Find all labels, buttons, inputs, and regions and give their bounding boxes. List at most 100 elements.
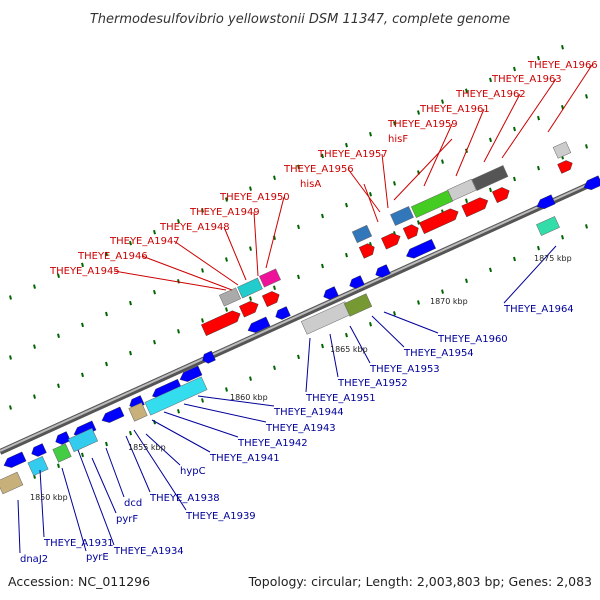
tick-mark [273, 175, 276, 181]
gene-label: THEYE_A1964 [503, 304, 574, 315]
label-leader [329, 333, 339, 378]
tick-mark [273, 365, 276, 371]
gene-arrow [375, 264, 391, 278]
gene-arrow [349, 275, 365, 289]
label-leader [363, 183, 379, 223]
gene-label: pyrE [86, 552, 109, 563]
label-leader [133, 429, 187, 511]
gene-label: THEYE_A1956 [283, 164, 354, 175]
tick-mark [369, 132, 372, 137]
tick-mark [273, 285, 276, 291]
gene-box [128, 402, 148, 422]
label-leader [347, 168, 381, 213]
tick-mark [561, 235, 564, 240]
gene-arrow [247, 316, 271, 333]
tick-mark [57, 463, 60, 468]
gene-label: hypC [180, 466, 206, 477]
accession-label: Accession: NC_011296 [8, 574, 150, 589]
gene-label: THEYE_A1948 [159, 222, 230, 233]
tick-mark [129, 240, 132, 246]
label-leader [145, 433, 181, 466]
tick-mark [225, 387, 228, 392]
tick-mark [369, 322, 372, 327]
label-leader [77, 449, 115, 546]
label-leader [113, 270, 227, 291]
tick-mark [177, 219, 180, 224]
tick-mark [561, 45, 564, 50]
label-leader [17, 499, 21, 554]
tick-mark [537, 115, 540, 121]
gene-arrow [536, 194, 556, 210]
tick-mark [105, 441, 108, 447]
gene-arrow [261, 291, 280, 308]
tick-mark [81, 262, 84, 268]
gene-label: THEYE_A1938 [149, 493, 220, 504]
gene-label: THEYE_A1942 [237, 438, 308, 449]
tick-mark [465, 198, 468, 204]
gene-arrow [239, 301, 259, 318]
tick-mark [297, 164, 300, 170]
tick-mark [321, 153, 324, 159]
gene-box [27, 455, 49, 477]
tick-mark [345, 332, 348, 338]
gene-label: pyrF [116, 514, 138, 525]
tick-mark [105, 361, 108, 367]
tick-mark [201, 398, 204, 403]
gene-label: THEYE_A1959 [387, 119, 458, 130]
tick-mark [489, 77, 492, 83]
tick-mark [33, 344, 36, 349]
label-leader [125, 435, 151, 493]
label-leader [173, 240, 239, 286]
gene-box [390, 206, 414, 226]
gene-label: dcd [124, 498, 142, 509]
tick-mark [225, 257, 228, 262]
tick-mark [249, 376, 252, 381]
label-leader [455, 108, 485, 177]
gene-box [343, 293, 373, 317]
gene-box [218, 287, 242, 307]
gene-box [52, 443, 72, 463]
label-leader [151, 419, 211, 453]
gene-label: THEYE_A1939 [185, 511, 256, 522]
gene-box [258, 268, 282, 288]
gene-arrow [55, 431, 71, 445]
gene-labels: hisA hisF THEYE_A1945 THEYE_A1946 THEYE_A194… [20, 60, 598, 565]
kbp-scale-label: 1870 kbp [430, 297, 468, 306]
tick-mark [537, 55, 540, 61]
genome-summary: Topology: circular; Length: 2,003,803 bp… [248, 574, 592, 589]
tick-mark [177, 329, 180, 334]
tick-mark [585, 94, 588, 99]
tick-mark [441, 289, 444, 294]
tick-mark [297, 354, 300, 360]
kbp-scale-label: 1865 kbp [330, 345, 368, 354]
label-leader [253, 211, 259, 277]
label-leader [423, 123, 453, 187]
gene-label: THEYE_A1943 [265, 423, 336, 434]
tick-mark [129, 300, 132, 306]
tick-mark [489, 187, 492, 193]
tick-mark [153, 289, 156, 295]
gene-arrow [31, 443, 47, 457]
label-leader [141, 255, 233, 291]
gene-label: THEYE_A1954 [403, 348, 474, 359]
tick-mark [441, 159, 444, 164]
tick-mark [537, 245, 540, 251]
gene-label: THEYE_A1966 [527, 60, 598, 71]
tick-mark [585, 224, 588, 229]
gene-arrow [179, 365, 203, 382]
tick-mark [465, 88, 468, 94]
label-leader [105, 447, 125, 498]
tick-mark [201, 268, 204, 273]
tick-mark [201, 318, 204, 323]
tick-mark [321, 263, 324, 269]
gene-arrow [3, 451, 27, 468]
gene-label: THEYE_A1947 [109, 236, 180, 247]
tick-mark [489, 137, 492, 143]
gene-label: THEYE_A1953 [369, 364, 440, 375]
kbp-scale: 1850 kbp 1855 kbp 1860 kbp 1865 kbp 1870 kbp… [30, 254, 572, 502]
gene-arrow [381, 233, 401, 250]
tick-mark [81, 372, 84, 378]
tick-mark [249, 296, 252, 301]
gene-label: hisA [300, 179, 321, 190]
tick-mark [345, 202, 348, 208]
